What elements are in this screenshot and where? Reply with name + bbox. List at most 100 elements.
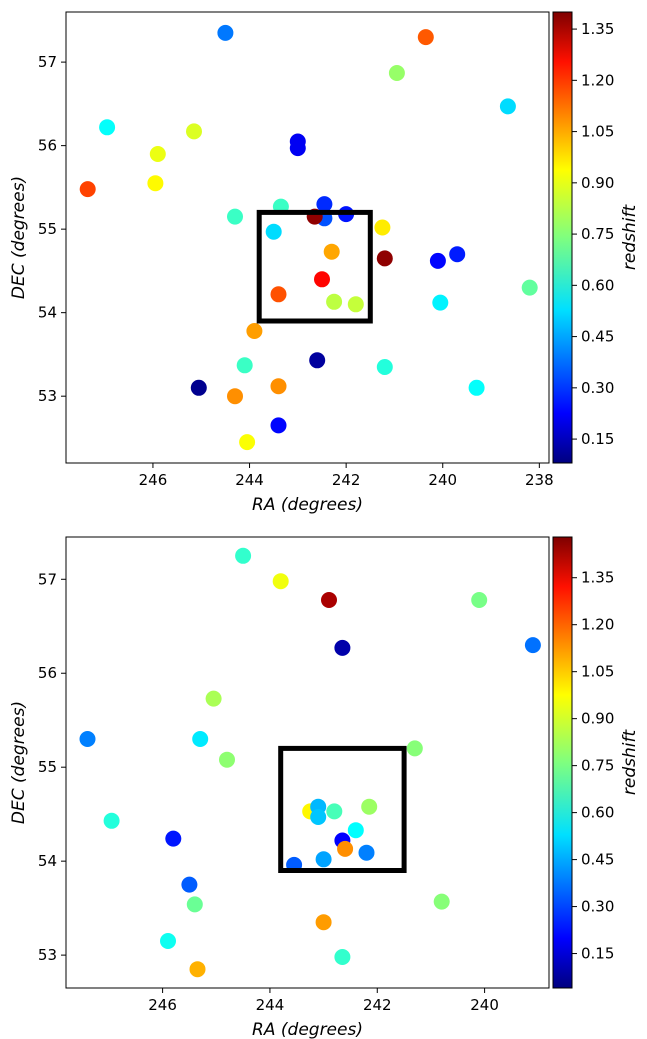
y-tick-label: 57 [38,570,57,588]
data-point [246,323,263,339]
colorbar-tick-label: 0.75 [581,225,614,243]
data-point [186,123,202,140]
colorbar-tick-label: 0.90 [581,710,614,728]
data-point [147,175,164,192]
data-point [334,639,351,656]
colorbar-tick-label: 0.75 [581,757,614,775]
x-axis-label: RA (degrees) [252,495,363,515]
data-point [99,119,116,136]
data-point [217,24,234,41]
colorbar-tick-label: 1.05 [581,123,614,141]
data-point [219,751,235,768]
data-point [270,286,287,303]
data-point [309,352,326,369]
data-point [388,65,405,81]
data-point [310,809,327,825]
colorbar-tick-label: 0.15 [581,945,614,963]
bottom-scatter-panel: 246 244 242 240 53 54 55 56 57 RA (degrees) DEC… [9,536,640,1039]
highlight-box [278,745,407,874]
colorbar-tick-label: 1.35 [581,569,614,587]
y-tick-label: 55 [38,758,57,776]
colorbar-tick-label: 0.45 [581,328,614,346]
data-point [376,359,393,375]
colorbar-ticks: 0.15 0.30 0.45 0.60 0.75 0.90 1.05 1.20 1.35 [572,20,614,448]
y-axis-ticks: 53 54 55 56 57 [38,570,66,964]
data-point [181,876,198,893]
x-tick-label: 244 [235,471,264,489]
data-point [79,181,96,198]
data-point [432,294,449,311]
colorbar-tick-label: 1.05 [581,663,614,681]
data-point [314,271,330,288]
plot-frame [65,11,550,464]
x-tick-label: 244 [256,996,285,1014]
data-point [236,357,253,374]
colorbar-tick-label: 0.90 [581,174,614,192]
data-point [235,547,252,564]
data-points [79,547,541,978]
data-point [471,592,488,608]
colorbar-tick-label: 1.35 [581,20,614,38]
data-point [347,822,364,839]
data-point [321,592,337,608]
data-point [160,933,176,949]
data-point [315,914,332,931]
data-point [265,223,282,240]
data-point [358,844,375,861]
data-points [79,24,538,451]
y-tick-label: 53 [38,387,57,405]
colorbar-label: redshift [620,204,640,271]
y-tick-label: 53 [38,946,57,964]
colorbar-tick-label: 1.20 [581,616,614,634]
data-point [433,893,450,910]
data-point [334,949,351,965]
x-tick-label: 238 [525,471,554,489]
data-point [189,961,206,978]
data-point [149,146,166,162]
data-point [449,246,466,263]
y-tick-label: 56 [38,137,57,155]
data-point [323,243,340,260]
colorbar [552,536,573,989]
data-point [272,573,289,590]
data-point [326,803,343,820]
y-tick-label: 54 [38,852,57,870]
data-point [79,731,96,747]
y-tick-label: 57 [38,53,57,71]
x-tick-label: 240 [470,996,499,1014]
data-point [289,140,306,157]
data-point [270,417,287,434]
y-tick-label: 55 [38,220,57,238]
colorbar [552,11,573,464]
data-point [524,637,541,654]
colorbar-ticks: 0.15 0.30 0.45 0.60 0.75 0.90 1.05 1.20 1.35 [572,569,614,963]
y-axis-label: DEC (degrees) [9,701,29,824]
x-tick-label: 240 [428,471,457,489]
data-point [103,812,120,829]
colorbar-tick-label: 0.60 [581,804,614,822]
y-tick-label: 54 [38,304,57,322]
y-tick-label: 56 [38,664,57,682]
data-point [521,279,538,296]
data-point [326,293,343,310]
x-tick-label: 242 [363,996,392,1014]
colorbar-tick-label: 0.30 [581,379,614,397]
data-point [417,29,434,46]
x-tick-label: 246 [148,996,177,1014]
colorbar-tick-label: 0.45 [581,851,614,869]
colorbar-label: redshift [620,729,640,796]
data-point [468,379,485,396]
data-point [205,690,222,707]
y-axis-ticks: 53 54 55 56 57 [38,53,66,405]
data-point [165,830,182,847]
data-point [270,378,287,395]
colorbar-tick-label: 0.15 [581,430,614,448]
x-tick-label: 242 [332,471,361,489]
plot-frame [65,536,550,989]
data-point [192,731,209,747]
data-point [347,296,364,313]
data-point [337,840,354,857]
x-axis-ticks: 246 244 242 240 [148,988,499,1014]
